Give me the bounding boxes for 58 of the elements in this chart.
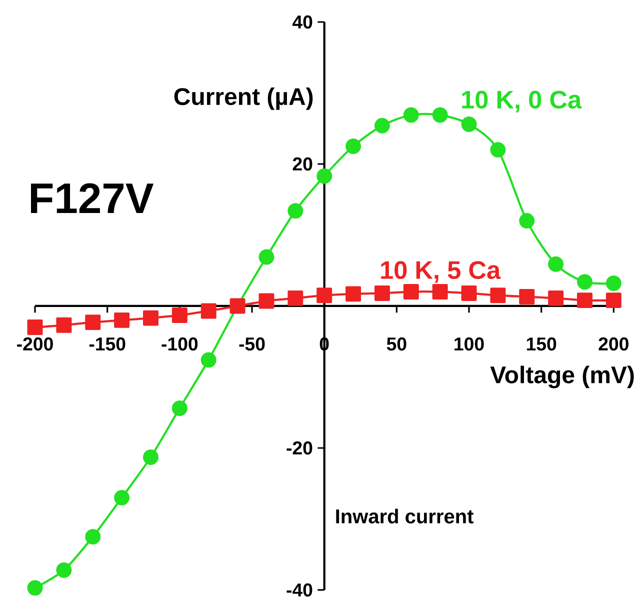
point	[288, 290, 304, 306]
point	[114, 490, 130, 506]
series-label: 10 K, 0 Ca	[462, 90, 582, 112]
point	[27, 580, 43, 596]
y-tick-label: -20	[286, 441, 312, 455]
x-axis-title: Voltage (mV)	[490, 366, 634, 388]
point	[576, 274, 592, 290]
point	[143, 449, 158, 465]
point	[27, 320, 43, 336]
point	[374, 285, 390, 301]
point	[143, 310, 158, 326]
point	[432, 284, 448, 300]
point	[606, 276, 622, 292]
point	[403, 284, 419, 300]
point	[346, 138, 361, 154]
x-tick-label: 100	[454, 337, 484, 351]
point	[200, 303, 216, 319]
x-tick-label: -100	[162, 337, 198, 351]
point	[374, 118, 390, 134]
x-tick-label: -150	[89, 337, 126, 351]
point	[85, 528, 101, 544]
point	[576, 292, 592, 308]
y-tick-label: -40	[286, 583, 312, 597]
point	[403, 107, 419, 123]
point	[606, 292, 622, 308]
point	[316, 168, 332, 184]
point	[258, 293, 274, 309]
point	[432, 107, 448, 123]
point	[316, 288, 332, 304]
point	[200, 352, 216, 368]
text: F127V	[30, 183, 154, 213]
point	[519, 213, 535, 229]
point	[56, 317, 72, 333]
point	[346, 286, 361, 302]
point	[56, 562, 72, 578]
y-axis-title: Current (µA)	[174, 87, 313, 110]
x-tick-label: -200	[17, 337, 53, 351]
point	[288, 203, 304, 219]
point	[548, 256, 564, 272]
x-tick-label: 150	[526, 337, 556, 351]
series-label: 10 K, 5 Ca	[381, 261, 501, 283]
x-tick-label: 50	[386, 337, 406, 351]
point	[114, 312, 130, 328]
point	[490, 142, 506, 158]
point	[519, 289, 535, 304]
point	[172, 307, 188, 323]
point	[461, 285, 477, 301]
x-tick-label: -50	[239, 337, 265, 351]
y-tick-label: 40	[292, 15, 312, 29]
point	[461, 116, 477, 132]
point	[85, 314, 101, 330]
y-tick-label: 20	[292, 157, 312, 171]
point	[548, 290, 564, 306]
annotation: Inward current	[336, 508, 474, 524]
point	[258, 249, 274, 265]
point	[490, 288, 506, 304]
point	[172, 400, 188, 416]
x-tick-label: 200	[598, 337, 628, 351]
